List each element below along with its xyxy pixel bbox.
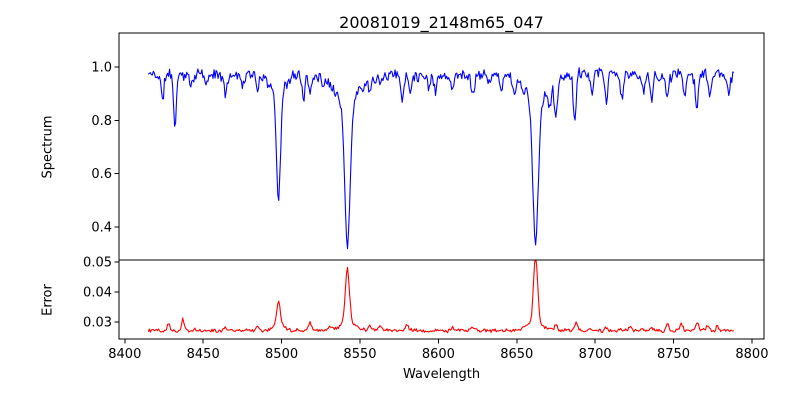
spectrum-y-tick-label: 0.8 — [91, 114, 112, 129]
error-y-tick-label: 0.04 — [83, 286, 112, 301]
x-tick-label: 8800 — [735, 347, 768, 362]
x-axis-label: Wavelength — [402, 367, 481, 382]
spectrum-y-tick-label: 0.4 — [91, 220, 112, 235]
x-tick-label: 8750 — [657, 347, 690, 362]
x-tick-label: 8650 — [500, 347, 533, 362]
x-tick-label: 8600 — [422, 347, 455, 362]
x-tick-label: 8550 — [343, 347, 376, 362]
spectrum-line — [147, 67, 735, 250]
chart-title: 20081019_2148m65_047 — [339, 13, 544, 32]
x-tick-label: 8500 — [265, 347, 298, 362]
error-line — [147, 260, 735, 334]
spectrum-panel-border — [118, 32, 765, 261]
spectrum-y-tick-label: 1.0 — [91, 61, 112, 76]
x-tick-label: 8450 — [187, 347, 220, 362]
error-y-tick-label: 0.03 — [83, 315, 112, 330]
x-tick-label: 8400 — [108, 347, 141, 362]
x-tick-label: 8700 — [579, 347, 612, 362]
error-y-tick-label: 0.05 — [83, 256, 112, 271]
spectrum-y-tick-label: 0.6 — [91, 167, 112, 182]
error-panel-border — [118, 259, 765, 340]
